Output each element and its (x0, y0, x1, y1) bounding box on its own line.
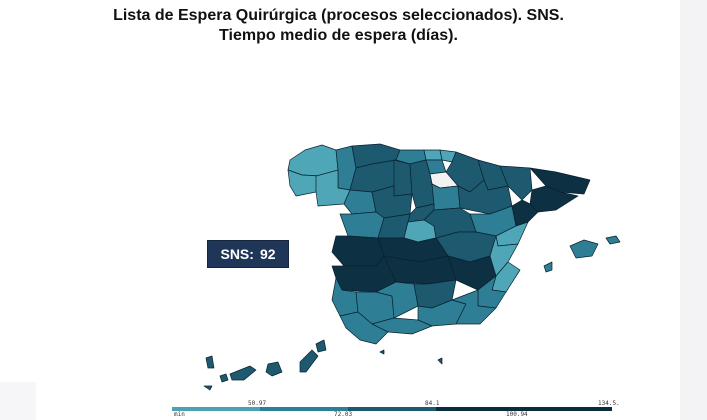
island-mallorca (569, 239, 599, 259)
province-salamanca (339, 211, 385, 239)
color-scale-legend: 50.97 84.1 134.5. min 72.03 100.94 (172, 397, 620, 420)
sns-badge-label: SNS: (220, 246, 254, 262)
right-margin-strip (680, 0, 707, 420)
island-la-palma (205, 355, 215, 369)
legend-tick-bottom-1: min (174, 411, 185, 418)
province-vizcaya (423, 149, 443, 161)
province-zamora (343, 189, 377, 215)
legend-tick-top-3: 134.5. (598, 400, 620, 407)
island-el-hierro (203, 385, 213, 391)
title-line-1: Lista de Espera Quirúrgica (procesos sel… (113, 7, 564, 24)
legend-tick-bottom-2: 72.03 (334, 411, 353, 418)
province-almeria (451, 289, 497, 325)
island-ibiza (543, 261, 553, 273)
map-title: Lista de Espera Quirúrgica (procesos sel… (0, 6, 707, 46)
province-cadiz (339, 311, 389, 345)
legend-bar-segment-4 (436, 407, 612, 411)
sns-average-badge: SNS: 92 (207, 240, 289, 268)
province-soria (431, 183, 461, 211)
city-ceuta (379, 349, 385, 355)
left-margin-strip (0, 382, 36, 420)
legend-tick-bottom-3: 100.94 (506, 411, 528, 418)
legend-bar-segment-2 (260, 407, 348, 411)
island-la-gomera (219, 373, 229, 383)
province-lleida (499, 165, 533, 201)
legend-tick-top-1: 50.97 (248, 400, 267, 407)
legend-tick-top-2: 84.1 (425, 400, 440, 407)
sns-badge-value: 92 (259, 246, 276, 262)
province-caceres (331, 235, 385, 267)
title-line-2: Tiempo medio de espera (días). (219, 27, 458, 44)
island-menorca (605, 235, 621, 245)
island-tenerife (229, 365, 257, 381)
legend-bar-segment-1 (172, 407, 260, 411)
legend-bar-segment-3 (348, 407, 436, 411)
city-melilla (437, 357, 443, 365)
island-gran-canaria (265, 361, 283, 377)
province-a-coruna (287, 144, 339, 177)
island-lanzarote (315, 339, 327, 353)
province-palencia (393, 159, 413, 197)
island-fuerteventura (299, 349, 319, 373)
